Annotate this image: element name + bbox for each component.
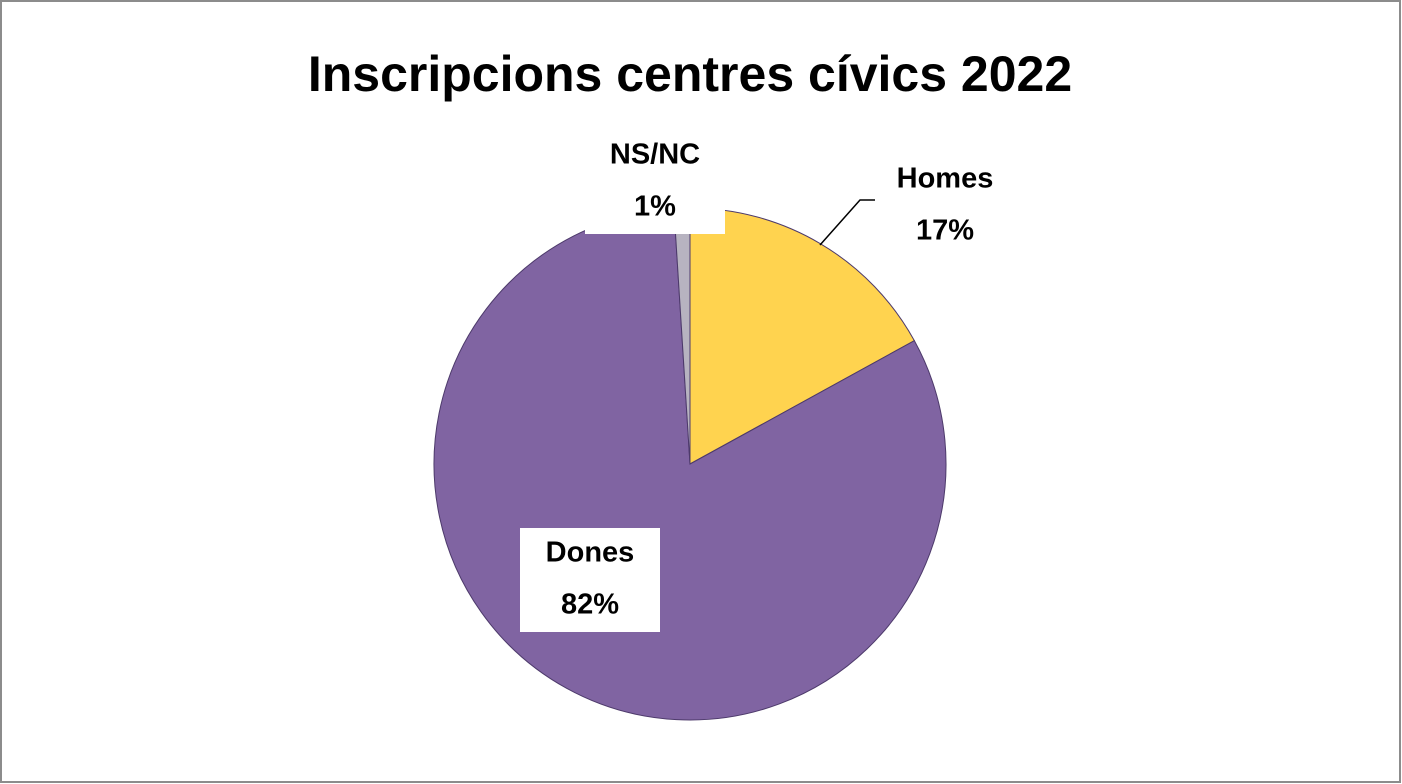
slice-label: Homes — [897, 163, 994, 195]
slice-value-label: 17% — [916, 215, 974, 247]
chart-title: Inscripcions centres cívics 2022 — [308, 46, 1072, 102]
leader-line — [819, 199, 875, 246]
label-box — [585, 130, 725, 234]
slice-label: Dones — [546, 537, 635, 569]
slice-label: NS/NC — [610, 139, 700, 171]
slice-value-label: 82% — [561, 589, 619, 621]
slice-value-label: 1% — [634, 191, 676, 223]
label-box — [520, 528, 660, 632]
